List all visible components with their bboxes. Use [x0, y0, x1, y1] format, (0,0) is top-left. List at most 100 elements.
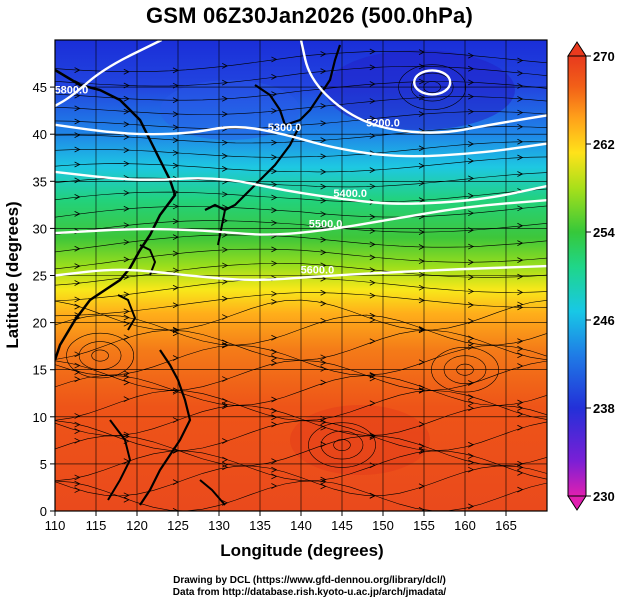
flow-arrowhead [320, 379, 327, 386]
flow-arrowhead [222, 438, 229, 444]
flow-arrowhead [320, 236, 327, 243]
flow-arrowhead [517, 83, 524, 89]
flow-arrowhead [468, 344, 475, 350]
flow-arrowhead [123, 320, 130, 327]
flow-arrowhead [320, 211, 327, 217]
contour-label: 5600.0 [301, 264, 335, 276]
flow-arrowhead [271, 194, 278, 201]
contour-label: 5200.0 [366, 117, 400, 129]
flow-arrowhead [271, 407, 278, 414]
flow-arrowhead [517, 57, 524, 64]
flow-arrowhead [369, 241, 376, 248]
flow-arrowhead [369, 48, 376, 55]
flow-arrowhead [74, 194, 81, 200]
flow-arrowhead [222, 461, 229, 468]
flow-arrowhead [369, 64, 376, 71]
height-contour [55, 198, 547, 236]
flow-arrowhead [320, 366, 327, 372]
flow-arrowhead [468, 302, 475, 308]
flow-arrowhead [468, 141, 475, 147]
flow-arrowhead [517, 273, 524, 280]
colorbar-max-triangle [567, 41, 587, 57]
height-contour [299, 40, 547, 134]
flow-arrowhead [222, 79, 229, 86]
flow-arrowhead [517, 411, 524, 417]
flow-arrowhead [74, 132, 81, 139]
x-tick-label: 140 [290, 518, 312, 533]
flow-arrowhead [369, 375, 376, 382]
contour-label: 5500.0 [309, 218, 343, 230]
flow-arrowhead [222, 376, 229, 382]
flow-arrowhead [123, 492, 130, 499]
flow-arrowhead [517, 257, 524, 264]
flow-arrowhead [271, 220, 278, 226]
flow-arrowhead [271, 290, 278, 297]
flow-arrowhead [222, 139, 229, 146]
flow-arrowhead [271, 108, 278, 114]
flow-arrowhead [74, 351, 81, 358]
flow-arrowhead [123, 190, 130, 196]
flow-arrowhead [271, 334, 278, 341]
flow-arrowhead [320, 51, 327, 57]
flow-arrowhead [222, 62, 229, 69]
flow-arrowhead [222, 166, 229, 172]
flow-arrowhead [517, 464, 524, 471]
flow-arrowhead [74, 92, 81, 99]
flow-arrowhead [517, 338, 524, 344]
flow-arrowhead [222, 95, 229, 102]
x-tick-label: 165 [495, 518, 517, 533]
x-axis-label: Longitude (degrees) [220, 541, 383, 560]
height-contour [55, 170, 547, 205]
flow-arrowhead [74, 263, 81, 269]
flow-arrowhead [74, 177, 81, 184]
flow-arrowhead [271, 260, 278, 267]
flow-arrowhead [123, 147, 130, 153]
flow-arrowhead [222, 398, 229, 404]
flow-arrowhead [517, 222, 524, 229]
flow-arrowhead [74, 376, 81, 383]
flow-arrowhead [468, 93, 475, 100]
flow-arrowhead [468, 52, 475, 59]
flow-arrowhead [320, 197, 327, 204]
flow-arrowhead [320, 137, 327, 143]
flow-arrowhead [123, 314, 130, 321]
flow-arrowhead [517, 352, 524, 359]
flow-arrowhead [517, 154, 524, 161]
chart-title: GSM 06Z30Jan2026 (500.0hPa) [145, 3, 474, 28]
flow-arrowhead [369, 292, 376, 299]
flow-arrowhead [320, 483, 327, 490]
flow-arrowhead [369, 115, 376, 122]
x-tick-label: 130 [208, 518, 230, 533]
streamline-vortex [66, 332, 134, 379]
flow-arrowhead [123, 134, 130, 140]
flow-arrowhead [74, 80, 81, 86]
flow-arrowhead [222, 111, 229, 117]
flow-arrowhead [369, 338, 376, 345]
x-tick-label: 135 [249, 518, 271, 533]
credit-dcl: Drawing by DCL (https://www.gfd-dennou.o… [173, 575, 446, 586]
flow-arrowhead [271, 483, 278, 489]
flow-arrowhead [468, 453, 475, 459]
flow-arrowhead [517, 96, 524, 102]
y-tick-label: 30 [33, 221, 47, 236]
flow-arrowhead [271, 139, 278, 146]
y-tick-label: 15 [33, 363, 47, 378]
flow-arrowhead [320, 300, 327, 307]
flow-arrowhead [271, 360, 278, 366]
flow-arrowhead [468, 243, 475, 250]
flow-arrowhead [468, 394, 475, 400]
flow-arrowhead [468, 288, 475, 295]
flow-arrowhead [123, 222, 130, 229]
flow-arrowhead [369, 183, 376, 190]
flow-arrowhead [517, 289, 524, 296]
flow-arrowhead [271, 396, 278, 403]
flow-arrowhead [369, 434, 376, 440]
flow-arrowhead [222, 342, 229, 348]
y-tick-label: 5 [40, 457, 47, 472]
flow-arrowhead [271, 207, 278, 214]
flow-arrowhead [517, 240, 524, 246]
flow-arrowhead [320, 441, 327, 448]
colorbar-tick-label: 238 [593, 401, 615, 416]
